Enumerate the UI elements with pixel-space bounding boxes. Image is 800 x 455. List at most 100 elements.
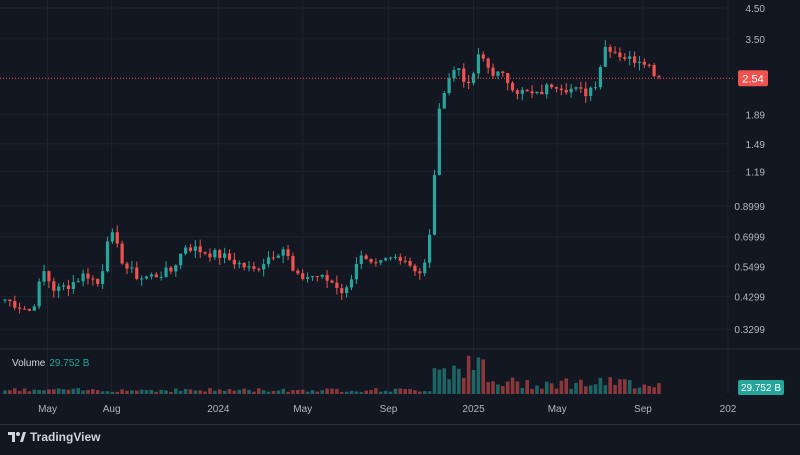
volume-bar — [276, 390, 281, 394]
candle-body — [301, 273, 305, 279]
candle-body — [86, 273, 90, 279]
candle-body — [266, 257, 271, 265]
candle-body — [164, 267, 168, 277]
y-tick-label: 0.4299 — [734, 293, 765, 304]
candle-body — [242, 263, 246, 268]
candle-body — [3, 299, 7, 301]
candle-body — [623, 57, 627, 59]
candle-body — [584, 88, 588, 97]
volume-bar — [61, 389, 66, 394]
volume-bar — [183, 389, 188, 394]
candle-body — [76, 281, 80, 283]
y-tick-label: 1.19 — [746, 167, 766, 178]
volume-bar — [300, 389, 305, 394]
candle-body — [198, 246, 202, 253]
candle-body — [140, 278, 144, 280]
volume-bar — [520, 387, 525, 394]
volume-bar — [623, 379, 627, 394]
candle-body — [247, 266, 251, 268]
candle-body — [413, 265, 417, 272]
volume-bar — [130, 390, 134, 394]
volume-bar — [583, 386, 588, 394]
volume-bar — [325, 388, 329, 394]
volume-bar — [652, 387, 656, 394]
candle-body — [515, 90, 520, 94]
candle-body — [335, 282, 339, 289]
tradingview-logo[interactable]: TradingView — [8, 430, 100, 444]
candle-body — [657, 76, 661, 78]
candle-body — [579, 87, 583, 89]
volume-layer — [3, 355, 661, 394]
candle-body — [81, 273, 85, 282]
candle-body — [554, 87, 559, 89]
candle-body — [296, 270, 300, 274]
volume-bar — [37, 389, 41, 394]
x-tick-label: 2024 — [207, 404, 230, 415]
volume-bar — [427, 391, 432, 394]
volume-bar — [627, 380, 632, 394]
volume-bar — [144, 390, 149, 394]
volume-bar — [374, 388, 378, 394]
candle-body — [564, 89, 568, 93]
volume-bar — [286, 391, 290, 394]
volume-bar — [603, 385, 608, 394]
candle-body — [227, 253, 232, 260]
candle-body — [115, 232, 119, 244]
volume-bar — [466, 355, 471, 394]
volume-bar — [81, 390, 85, 394]
candle-body — [237, 263, 241, 265]
candle-body — [169, 267, 173, 272]
candle-body — [447, 78, 451, 94]
volume-bar — [574, 382, 578, 394]
candle-body — [101, 271, 105, 284]
volume-bar — [86, 389, 90, 394]
volume-bar — [178, 390, 183, 394]
candle-body — [96, 278, 100, 284]
volume-bar — [169, 391, 173, 394]
volume-bar — [442, 368, 447, 394]
price-badge-text: 2.54 — [742, 73, 763, 85]
y-tick-label: 4.50 — [746, 4, 766, 15]
candle-body — [52, 281, 56, 291]
volume-bar — [17, 390, 22, 394]
volume-bar — [203, 391, 207, 394]
candle-body — [330, 280, 334, 283]
volume-bar — [579, 379, 583, 394]
candle-body — [452, 70, 456, 79]
candle-body — [135, 267, 139, 279]
volume-bar — [110, 391, 115, 394]
candle-body — [154, 274, 158, 278]
candle-body — [540, 91, 544, 95]
candle-body — [530, 91, 534, 94]
candle-body — [632, 56, 637, 63]
y-tick-label: 0.6999 — [734, 233, 765, 244]
volume-bar — [481, 359, 486, 394]
candle-body — [354, 263, 358, 280]
candle-body — [496, 71, 500, 76]
volume-bar — [42, 390, 46, 394]
volume-bar — [305, 391, 310, 394]
volume-bar — [120, 389, 124, 394]
candle-body — [408, 260, 412, 266]
candle-body — [432, 174, 437, 235]
volume-bar — [32, 389, 37, 394]
candle-body — [286, 249, 290, 257]
volume-legend-label: Volume — [12, 358, 46, 369]
candle-body — [525, 89, 529, 92]
volume-bar — [598, 377, 603, 394]
candle-body — [159, 276, 163, 278]
volume-bar — [588, 385, 593, 394]
candle-body — [647, 64, 651, 66]
candle-body — [61, 285, 66, 287]
volume-bar — [535, 385, 539, 394]
candle-body — [223, 253, 227, 258]
volume-bar — [559, 380, 564, 394]
volume-bar — [91, 389, 95, 394]
volume-bar — [8, 390, 12, 394]
x-tick-label: Aug — [103, 404, 121, 415]
candle-body — [110, 232, 114, 242]
volume-bar — [437, 369, 442, 394]
y-tick-label: 3.50 — [746, 35, 766, 46]
